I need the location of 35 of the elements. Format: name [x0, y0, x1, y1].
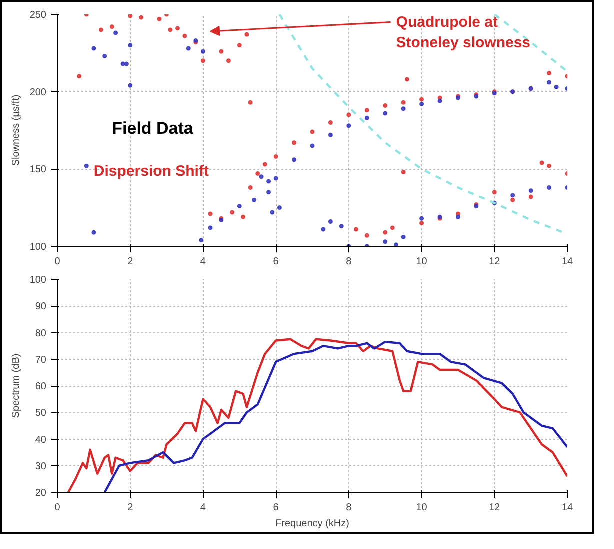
- y-axis-title: Slowness (µs/ft): [10, 94, 22, 166]
- x-tick-label: 2: [128, 502, 134, 514]
- x-axis-title: Frequency (kHz): [276, 518, 350, 530]
- y-tick-label: 250: [30, 10, 47, 21]
- x-tick-label: 14: [562, 256, 574, 268]
- x-tick-label: 12: [489, 502, 501, 514]
- y-tick-label: 50: [35, 408, 47, 420]
- y-tick-label: 30: [35, 461, 47, 472]
- x-tick-label: 8: [346, 502, 352, 514]
- x-tick-label: 6: [273, 502, 280, 514]
- x-tick-label: 8: [346, 256, 352, 268]
- x-tick-label: 4: [200, 502, 206, 514]
- y-tick-label: 40: [35, 434, 47, 446]
- y-tick-label: 60: [35, 382, 47, 392]
- annotation: Field Data: [112, 119, 194, 138]
- y-tick-label: 80: [35, 328, 47, 340]
- x-tick-label: 10: [416, 256, 428, 268]
- annotation: Quadrupole at Stoneley slowness: [396, 14, 531, 52]
- y-tick-label: 90: [35, 302, 47, 313]
- y-tick-label: 150: [30, 164, 47, 176]
- x-tick-label: 4: [200, 256, 206, 268]
- x-tick-label: 6: [273, 256, 280, 268]
- x-tick-label: 10: [416, 502, 428, 514]
- y-tick-label: 70: [35, 354, 47, 366]
- y-tick-label: 100: [30, 242, 47, 253]
- x-tick-label: 14: [562, 502, 574, 514]
- y-tick-label: 100: [30, 275, 47, 286]
- y-tick-label: 20: [35, 488, 47, 499]
- x-tick-label: 0: [54, 256, 61, 268]
- y-axis-title: Spectrum (dB): [10, 354, 22, 418]
- y-tick-label: 200: [30, 87, 47, 98]
- x-tick-label: 2: [128, 256, 134, 268]
- annotation: Dispersion Shift: [94, 162, 209, 180]
- x-tick-label: 12: [489, 256, 501, 268]
- x-tick-label: 0: [54, 502, 61, 514]
